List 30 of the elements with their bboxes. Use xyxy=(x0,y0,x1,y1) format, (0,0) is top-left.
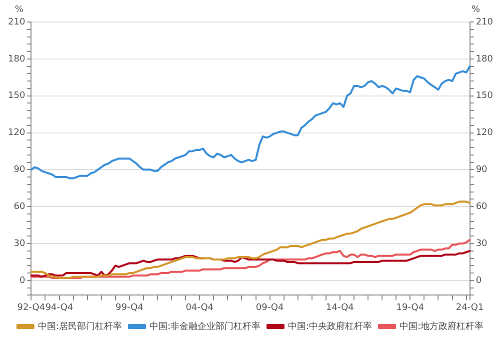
x-tick-label: 24-Q1 xyxy=(456,302,484,313)
y2-tick-label: 30 xyxy=(476,238,488,249)
y-axis-title: % xyxy=(14,4,24,15)
y2-tick-label: 180 xyxy=(476,54,494,64)
y2-tick-label: 120 xyxy=(476,128,494,138)
y-tick-label: 0 xyxy=(19,276,26,286)
x-tick-label: 09-Q4 xyxy=(256,302,284,313)
x-tick-label: 14-Q4 xyxy=(326,302,354,313)
x-tick-label: 04-Q4 xyxy=(186,302,214,313)
x-tick-label: 19-Q4 xyxy=(396,302,424,313)
y-tick-label: 30 xyxy=(14,238,26,249)
y2-tick-label: 0 xyxy=(476,276,482,286)
x-tick-label: 92-Q4 xyxy=(17,302,46,313)
y-tick-label: 150 xyxy=(8,91,26,102)
y2-tick-label: 90 xyxy=(476,165,488,176)
y-tick-label: 180 xyxy=(8,54,26,64)
y2-tick-label: 210 xyxy=(476,17,494,28)
legend-label: 中国:中央政府杠杆率 xyxy=(288,320,372,332)
legend-label: 中国:非金融企业部门杠杆率 xyxy=(149,320,261,332)
legend-label: 中国:居民部门杠杆率 xyxy=(38,320,122,332)
y-tick-label: 60 xyxy=(14,202,26,212)
y2-tick-label: 150 xyxy=(476,91,494,102)
y-tick-label: 210 xyxy=(8,17,26,28)
y-tick-label: 90 xyxy=(14,165,26,176)
y-tick-label: 120 xyxy=(8,128,26,138)
x-tick-label: 94-Q4 xyxy=(45,302,74,313)
y2-tick-label: 60 xyxy=(476,202,488,212)
x-tick-label: 99-Q4 xyxy=(116,302,144,313)
legend-label: 中国:地方政府杠杆率 xyxy=(400,320,484,332)
y2-axis-title: % xyxy=(472,4,481,15)
